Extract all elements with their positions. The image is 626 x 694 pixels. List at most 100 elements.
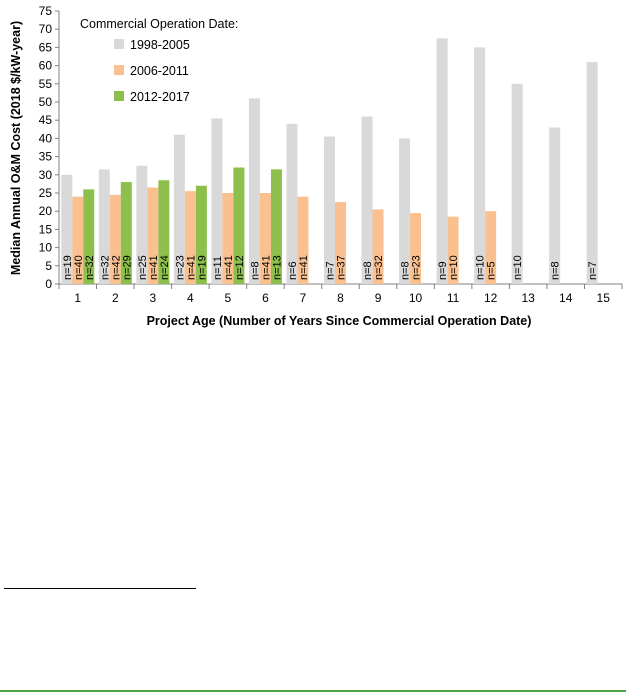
count-label: n=23 <box>411 255 423 280</box>
y-tick-label: 5 <box>45 259 52 273</box>
y-tick-label: 15 <box>39 222 53 236</box>
footnote-rule <box>4 588 196 589</box>
x-tick-label: 15 <box>597 291 611 305</box>
bar <box>233 167 245 284</box>
x-tick-label: 3 <box>149 291 156 305</box>
count-label: n=10 <box>475 255 487 280</box>
count-label: n=8 <box>249 261 261 280</box>
y-axis: 0 5 10 15 20 25 30 35 40 45 50 55 60 65 70 75 <box>39 4 60 291</box>
y-tick-label: 35 <box>39 150 53 164</box>
count-label: n=32 <box>84 255 96 280</box>
bar <box>136 165 148 284</box>
bar <box>399 138 411 284</box>
bar <box>184 191 196 284</box>
y-tick-label: 20 <box>39 204 53 218</box>
x-axis-label: Project Age (Number of Years Since Comme… <box>147 314 532 328</box>
legend-entry: 2006-2011 <box>130 64 189 78</box>
count-label: n=12 <box>234 255 246 280</box>
bar <box>109 194 121 284</box>
count-label: n=7 <box>325 261 337 280</box>
legend: Commercial Operation Date: 1998-2005 2006… <box>80 17 238 104</box>
bar <box>158 180 170 284</box>
bar <box>436 38 448 284</box>
y-tick-label: 75 <box>39 4 53 18</box>
y-tick-label: 0 <box>45 277 52 291</box>
y-tick-label: 70 <box>39 22 53 36</box>
count-label: n=41 <box>148 255 160 280</box>
legend-entry: 1998-2005 <box>130 38 190 52</box>
x-tick-label: 4 <box>187 291 194 305</box>
legend-title: Commercial Operation Date: <box>80 17 238 31</box>
count-label: n=10 <box>448 255 460 280</box>
bar <box>485 211 497 284</box>
legend-entry: 2012-2017 <box>130 90 190 104</box>
bar <box>195 185 207 284</box>
count-label: n=23 <box>174 255 186 280</box>
x-tick-label: 6 <box>262 291 269 305</box>
x-axis: 1 2 3 4 5 6 7 8 9 10 11 12 13 14 15 <box>58 283 623 305</box>
bar <box>372 209 384 284</box>
count-label: n=6 <box>287 261 299 280</box>
y-tick-label: 40 <box>39 131 53 145</box>
count-label: n=41 <box>298 255 310 280</box>
x-tick-label: 2 <box>112 291 119 305</box>
bar <box>248 98 260 284</box>
bar <box>83 189 95 284</box>
bar <box>447 216 459 284</box>
x-tick-label: 9 <box>375 291 382 305</box>
count-label: n=8 <box>400 261 412 280</box>
count-label: n=19 <box>62 255 74 280</box>
bar <box>297 196 309 284</box>
count-label: n=29 <box>121 255 133 280</box>
y-tick-label: 10 <box>39 241 53 255</box>
bar <box>586 61 598 285</box>
count-label: n=41 <box>185 255 197 280</box>
bar <box>222 193 234 284</box>
bar <box>511 83 523 284</box>
count-label: n=24 <box>159 255 171 280</box>
count-labels: n=19 n=32 n=25 n=23 n=11 n=8 n=6 n=7 n=8 n=8 n=9 n=… <box>62 255 599 280</box>
x-tick-label: 1 <box>74 291 81 305</box>
count-label: n=13 <box>271 255 283 280</box>
count-label: n=32 <box>99 255 111 280</box>
count-label: n=9 <box>437 261 449 280</box>
legend-swatch <box>114 65 124 75</box>
y-tick-label: 25 <box>39 186 53 200</box>
bar <box>474 47 486 285</box>
bar <box>410 213 422 284</box>
count-label: n=37 <box>336 255 348 280</box>
bar <box>335 202 346 284</box>
bar <box>324 136 335 284</box>
legend-swatch <box>114 91 124 101</box>
bottom-rule <box>0 690 626 692</box>
y-tick-label: 55 <box>39 77 53 91</box>
bar <box>72 196 84 284</box>
bar <box>98 169 110 284</box>
bar <box>259 193 271 284</box>
legend-swatch <box>114 39 124 49</box>
count-label: n=41 <box>223 255 235 280</box>
count-label: n=8 <box>550 261 562 280</box>
y-tick-label: 50 <box>39 95 53 109</box>
x-tick-label: 5 <box>225 291 232 305</box>
bar <box>61 174 73 284</box>
count-label: n=11 <box>212 256 224 280</box>
bars <box>61 38 598 285</box>
y-axis-label: Median Annual O&M Cost (2018 $/kW-year) <box>9 21 23 275</box>
x-tick-label: 12 <box>484 291 498 305</box>
x-tick-label: 14 <box>559 291 573 305</box>
count-label: n=7 <box>587 261 599 280</box>
count-label: n=32 <box>373 255 385 280</box>
y-tick-label: 45 <box>39 113 53 127</box>
y-tick-label: 60 <box>39 59 53 73</box>
y-tick-label: 65 <box>39 40 53 54</box>
count-label: n=42 <box>110 255 122 280</box>
y-tick-label: 30 <box>39 168 53 182</box>
count-label: n=8 <box>362 261 374 280</box>
bar <box>549 127 561 284</box>
x-tick-label: 7 <box>300 291 307 305</box>
x-tick-label: 11 <box>447 291 460 305</box>
count-label: n=25 <box>137 255 149 280</box>
bar <box>173 134 185 284</box>
